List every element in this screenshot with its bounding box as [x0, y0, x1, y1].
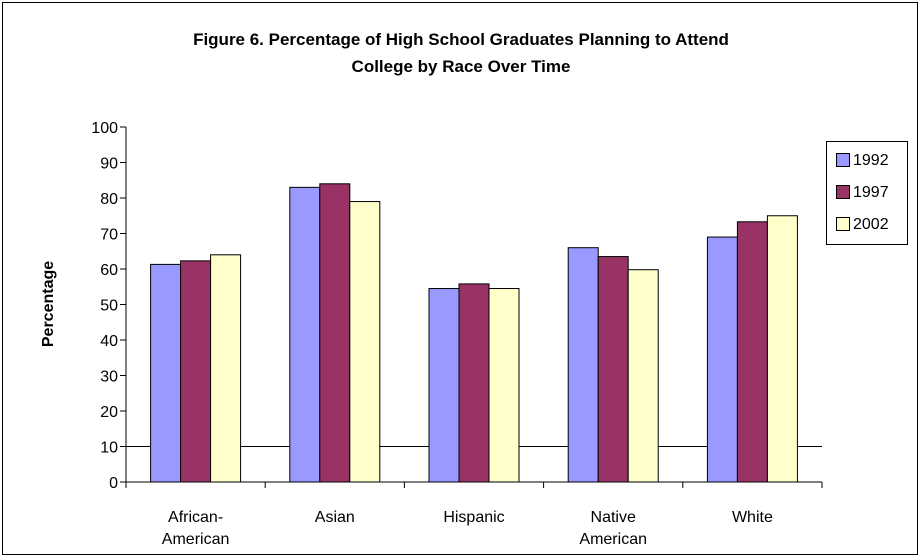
bar-native-american-1997	[597, 256, 629, 483]
bar-african-american-1997	[180, 260, 212, 483]
x-category-label-3-line-1: American	[579, 531, 647, 548]
y-tick-label-80: 80	[100, 191, 118, 208]
y-tick-labels: 0 10 20 30 40 50 60 70 80 90 100	[91, 120, 118, 492]
legend-label-1992: 1992	[853, 152, 889, 169]
y-tick-label-30: 30	[100, 369, 118, 386]
legend-swatch-1992	[836, 152, 850, 167]
axes	[120, 126, 823, 488]
bar-white-1992	[706, 236, 738, 483]
bar-asian-1992	[289, 186, 321, 483]
bar-hispanic-2002	[488, 288, 520, 483]
y-tick-label-70: 70	[100, 227, 118, 244]
legend-item-1997: 1997	[836, 183, 889, 203]
y-tick-label-60: 60	[100, 262, 118, 279]
bar-white-2002	[766, 215, 798, 483]
bar-native-american-1992	[567, 247, 599, 483]
legend-label-2002: 2002	[853, 216, 889, 233]
bar-white-1997	[736, 221, 768, 483]
bar-asian-1997	[319, 183, 351, 483]
x-category-label-2-line-0: Hispanic	[443, 509, 504, 526]
legend-item-1992: 1992	[836, 151, 889, 171]
x-category-labels: African- American Asian Hispanic Native Ameri…	[162, 509, 773, 548]
y-tick-label-100: 100	[91, 120, 118, 137]
y-tick-label-50: 50	[100, 298, 118, 315]
legend-swatch-2002	[836, 216, 850, 231]
bar-asian-2002	[349, 201, 381, 483]
x-category-label-0-line-1: American	[162, 531, 230, 548]
legend-swatch-1997	[836, 184, 850, 199]
y-tick-label-0: 0	[109, 475, 118, 492]
bar-hispanic-1997	[458, 283, 490, 483]
bars	[150, 183, 798, 483]
x-category-label-0-line-0: African-	[168, 509, 223, 526]
bar-african-american-2002	[210, 254, 242, 483]
chart-title: Figure 6. Percentage of High School Grad…	[0, 26, 922, 80]
legend-item-2002: 2002	[836, 215, 889, 235]
y-tick-label-20: 20	[100, 404, 118, 421]
y-tick-label-90: 90	[100, 156, 118, 173]
chart-title-line-1: Figure 6. Percentage of High School Grad…	[193, 30, 729, 49]
y-tick-label-40: 40	[100, 333, 118, 350]
x-category-label-4-line-0: White	[732, 509, 773, 526]
x-category-label-1-line-0: Asian	[315, 509, 355, 526]
x-category-label-3-line-0: Native	[591, 509, 636, 526]
y-tick-label-10: 10	[100, 440, 118, 457]
y-axis-label: Percentage	[40, 261, 57, 347]
bar-native-american-2002	[627, 269, 659, 483]
bar-hispanic-1992	[428, 288, 460, 483]
bar-african-american-1992	[150, 263, 182, 483]
legend: 1992 1997 2002	[826, 141, 908, 245]
chart-title-line-2: College by Race Over Time	[351, 57, 571, 76]
legend-label-1997: 1997	[853, 184, 889, 201]
